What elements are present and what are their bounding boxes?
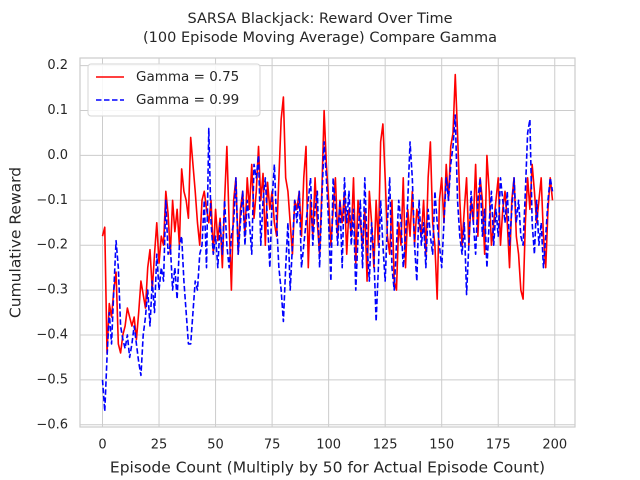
x-tick-label: 100 [316,438,341,453]
y-tick-label: 0.2 [47,58,68,73]
x-tick-label: 150 [429,438,454,453]
y-tick-label: 0.0 [47,148,68,163]
x-tick-label: 200 [542,438,567,453]
legend-label: Gamma = 0.99 [136,92,239,108]
plot-frame [79,57,576,428]
x-tick-label: 125 [373,438,398,453]
legend-label: Gamma = 0.75 [136,69,239,85]
y-tick-label: 0.1 [47,103,68,118]
chart-title: SARSA Blackjack: Reward Over Time (100 E… [143,11,497,46]
x-tick-label: 25 [151,438,168,453]
y-tick-label: −0.5 [36,372,68,387]
y-tick-label: −0.2 [36,238,68,253]
x-tick-label: 50 [207,438,224,453]
y-tick-label: −0.1 [36,193,68,208]
y-tick-label: −0.4 [36,327,68,342]
y-tick-label: −0.3 [36,283,68,298]
x-tick-label: 0 [98,438,106,453]
y-axis-label: Cumulative Reward [7,167,25,318]
line-series [101,114,554,413]
legend-box [87,63,261,117]
x-tick-label: 75 [264,438,281,453]
y-tick-label: −0.6 [36,417,68,432]
x-tick-label: 175 [486,438,511,453]
x-axis-label: Episode Count (Multiply by 50 for Actual… [110,459,545,477]
